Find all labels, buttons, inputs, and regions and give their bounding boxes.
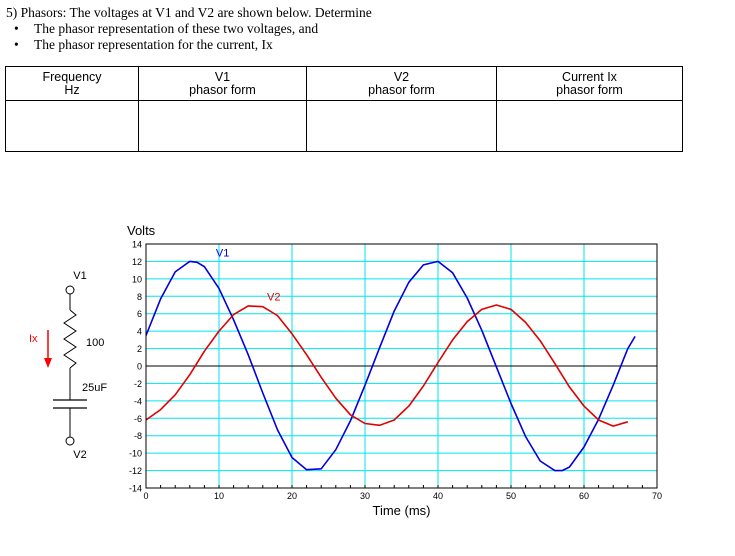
problem-statement: 5) Phasors: The voltages at V1 and V2 ar… xyxy=(6,4,372,53)
capacitor-label: 25uF xyxy=(82,382,107,394)
x-tick-label: 20 xyxy=(287,491,297,501)
node-terminal-v2 xyxy=(65,436,75,446)
y-tick-label: 4 xyxy=(137,327,142,337)
answer-table-row xyxy=(5,100,683,152)
header-frequency-title: Frequency xyxy=(42,69,102,84)
header-frequency-unit: Hz xyxy=(64,82,80,97)
y-tick-label: 12 xyxy=(132,257,142,267)
y-tick-label: -8 xyxy=(134,431,142,441)
y-tick-label: 14 xyxy=(132,240,142,250)
series-label-v2: V2 xyxy=(267,291,280,303)
y-tick-label: 0 xyxy=(137,362,142,372)
circuit-diagram: V1 100 Ix 25uF V2 xyxy=(29,270,107,461)
y-tick-label: -4 xyxy=(134,396,142,406)
header-current: Current Ix phasor form xyxy=(496,66,683,101)
x-tick-label: 40 xyxy=(433,491,443,501)
header-v1-title: V1 xyxy=(214,69,231,84)
node-label-v1: V1 xyxy=(73,270,86,282)
resistor-symbol xyxy=(63,309,77,369)
answer-cell-current[interactable] xyxy=(496,100,683,152)
answer-table: Frequency Hz V1 phasor form V2 phasor fo… xyxy=(5,66,683,152)
header-frequency: Frequency Hz xyxy=(5,66,139,101)
y-tick-label: 10 xyxy=(132,274,142,284)
y-tick-label: -10 xyxy=(129,449,142,459)
x-axis-label: Time (ms) xyxy=(372,503,430,518)
x-tick-labels: 0 10 20 30 40 50 60 70 xyxy=(143,491,662,501)
x-tick-label: 0 xyxy=(143,491,148,501)
x-tick-label: 60 xyxy=(579,491,589,501)
x-tick-label: 10 xyxy=(214,491,224,501)
y-tick-label: -14 xyxy=(129,484,142,494)
y-tick-label: 6 xyxy=(137,309,142,319)
answer-table-header: Frequency Hz V1 phasor form V2 phasor fo… xyxy=(5,66,683,101)
answer-cell-v2[interactable] xyxy=(306,100,497,152)
task-item-current: The phasor representation for the curren… xyxy=(14,37,372,53)
chart-series xyxy=(145,260,636,472)
current-label: Ix xyxy=(29,333,38,345)
task-item-voltages: The phasor representation of these two v… xyxy=(14,21,372,37)
header-current-title: Current Ix xyxy=(562,69,617,84)
x-tick-label: 50 xyxy=(506,491,516,501)
x-tick-label: 70 xyxy=(652,491,662,501)
header-v2-sub: phasor form xyxy=(368,82,435,97)
resistor-label: 100 xyxy=(86,337,104,349)
node-terminal-v1 xyxy=(65,285,75,295)
series-labels: V1 V2 xyxy=(216,248,281,304)
answer-cell-v1[interactable] xyxy=(138,100,307,152)
series-line-v1 xyxy=(145,260,636,472)
y-tick-label: -12 xyxy=(129,466,142,476)
series-label-v1: V1 xyxy=(216,248,229,260)
y-tick-label: -2 xyxy=(134,379,142,389)
task-list: The phasor representation of these two v… xyxy=(6,21,372,53)
y-tick-label: -6 xyxy=(134,414,142,424)
plot-frame xyxy=(145,243,658,489)
header-v2: V2 phasor form xyxy=(306,66,497,101)
y-tick-label: 8 xyxy=(137,292,142,302)
header-v1-sub: phasor form xyxy=(189,82,256,97)
current-arrow-icon xyxy=(44,358,52,368)
header-current-sub: phasor form xyxy=(556,82,623,97)
x-tick-label: 30 xyxy=(360,491,370,501)
header-v2-title: V2 xyxy=(393,69,410,84)
question-text: 5) Phasors: The voltages at V1 and V2 ar… xyxy=(6,5,372,20)
series-line-v2 xyxy=(145,304,629,427)
header-v1: V1 phasor form xyxy=(138,66,307,101)
answer-cell-frequency[interactable] xyxy=(5,100,139,152)
y-tick-label: 2 xyxy=(137,344,142,354)
y-tick-labels: 14 12 10 8 6 4 2 0 -2 -4 -6 -8 -10 -12 -14 xyxy=(129,240,142,494)
node-label-v2: V2 xyxy=(73,449,86,461)
y-axis-label: Volts xyxy=(127,223,156,238)
